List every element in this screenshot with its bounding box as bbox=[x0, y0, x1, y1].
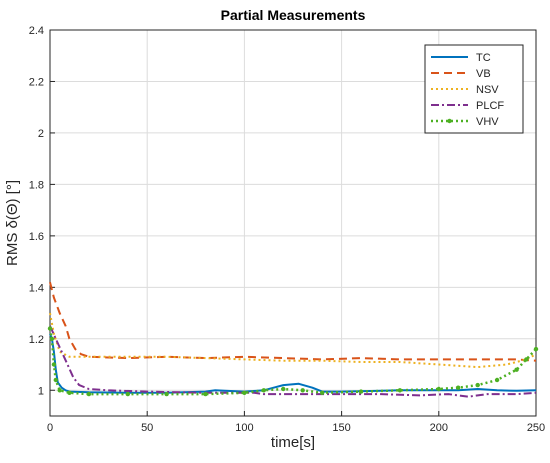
series-marker-vhv bbox=[67, 390, 72, 395]
y-axis-label: RMS δ(Θ) [°] bbox=[4, 180, 21, 266]
y-tick-label: 2.4 bbox=[29, 25, 44, 37]
x-tick-label: 250 bbox=[527, 422, 545, 434]
series-marker-vhv bbox=[494, 377, 500, 383]
x-tick-label: 100 bbox=[235, 422, 253, 434]
x-tick-label: 50 bbox=[141, 422, 153, 434]
x-tick-label: 150 bbox=[332, 422, 350, 434]
x-axis-label: time[s] bbox=[271, 434, 315, 451]
series-marker-vhv bbox=[53, 377, 58, 383]
x-axis-ticks: 0 50 100 150 200 250 bbox=[47, 411, 545, 434]
legend-label-vhv: VHV bbox=[476, 116, 499, 128]
series-line-nsv bbox=[49, 312, 537, 369]
y-tick-label: 1.4 bbox=[29, 282, 44, 294]
series-marker-vhv bbox=[47, 326, 53, 331]
series-marker-vhv bbox=[281, 386, 286, 392]
y-tick-label: 2.2 bbox=[29, 76, 44, 88]
series-marker-vhv bbox=[533, 346, 539, 352]
series-marker-vhv bbox=[86, 391, 92, 397]
legend: TC VB NSV PLCF VHV bbox=[424, 44, 524, 134]
y-tick-label: 2 bbox=[38, 128, 44, 140]
series-marker-vhv bbox=[475, 382, 480, 388]
series-marker-vhv bbox=[164, 391, 169, 397]
y-tick-label: 1.6 bbox=[29, 231, 44, 243]
series-marker-vhv bbox=[397, 388, 403, 393]
legend-label-nsv: NSV bbox=[476, 84, 499, 96]
y-tick-label: 1.8 bbox=[29, 179, 44, 191]
series-marker-vhv bbox=[242, 390, 247, 395]
x-tick-label: 0 bbox=[47, 422, 53, 434]
plot-border bbox=[49, 29, 537, 417]
series-marker-vhv bbox=[320, 390, 325, 395]
series-marker-vhv bbox=[436, 386, 441, 392]
series-marker-vhv bbox=[524, 357, 529, 362]
legend-marker-vhv bbox=[447, 118, 452, 124]
series-marker-vhv bbox=[358, 389, 364, 394]
x-tick-label: 200 bbox=[430, 422, 448, 434]
legend-label-plcf: PLCF bbox=[476, 100, 504, 112]
series-line-plcf bbox=[49, 325, 537, 398]
y-tick-label: 1.2 bbox=[29, 334, 44, 346]
legend-label-tc: TC bbox=[476, 52, 491, 64]
series-marker-vhv bbox=[300, 388, 305, 393]
series-group bbox=[47, 281, 539, 398]
series-marker-vhv bbox=[57, 388, 62, 393]
legend-label-vb: VB bbox=[476, 68, 491, 80]
series-marker-vhv bbox=[203, 391, 208, 397]
series-line-vb bbox=[49, 281, 537, 362]
y-axis-ticks: 1 1.2 1.4 1.6 1.8 2 2.2 2.4 bbox=[29, 25, 55, 397]
series-marker-vhv bbox=[51, 362, 57, 367]
legend-box bbox=[424, 44, 524, 134]
series-marker-vhv bbox=[456, 385, 461, 390]
series-marker-vhv bbox=[261, 388, 266, 393]
series-marker-vhv bbox=[49, 336, 55, 341]
y-tick-label: 1 bbox=[38, 385, 44, 397]
series-marker-vhv bbox=[125, 391, 130, 397]
chart-title: Partial Measurements bbox=[221, 7, 366, 23]
series-marker-vhv bbox=[514, 367, 519, 372]
